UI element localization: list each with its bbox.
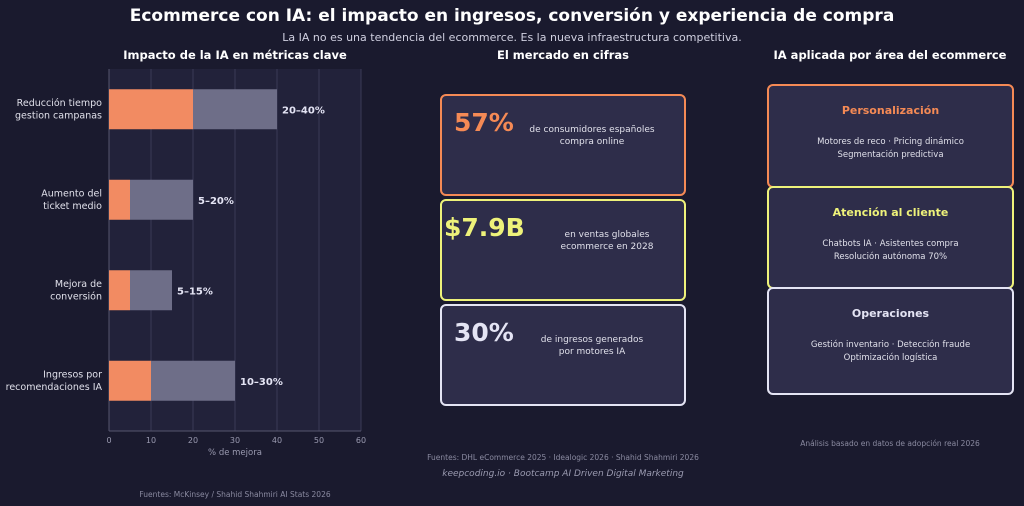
- stat-value: $7.9B: [444, 213, 525, 242]
- area-card: Personalización Motores de reco · Pricing…: [767, 84, 1014, 188]
- x-tick-label: 40: [272, 436, 282, 445]
- area-description: Motores de reco · Pricing dinámico Segme…: [817, 137, 964, 160]
- stat-card: 57% de consumidores españoles compra onli…: [440, 94, 686, 196]
- category-label: gestion campanas: [15, 111, 102, 122]
- area-title: Atención al cliente: [832, 206, 949, 219]
- stat-card: 30% de ingresos generados por motores IA: [440, 304, 686, 406]
- page-title: Ecommerce con IA: el impacto en ingresos…: [129, 6, 895, 26]
- stat-description: de consumidores españoles compra online: [529, 125, 655, 147]
- bar-segment: [109, 89, 193, 130]
- bar-segment: [130, 270, 172, 311]
- chart-footnote: Fuentes: McKinsey / Shahid Shahmiri AI S…: [139, 490, 331, 499]
- stat-card: $7.9B en ventas globales ecommerce en 202…: [440, 199, 686, 301]
- areas-footnote: Análisis basado en datos de adopción rea…: [800, 439, 980, 448]
- area-title: Personalización: [841, 104, 940, 117]
- category-label: recomendaciones IA: [6, 382, 103, 393]
- market-title: El mercado en cifras: [497, 48, 629, 62]
- x-tick-label: 0: [106, 436, 111, 445]
- market-footnote: Fuentes: DHL eCommerce 2025 · Idealogic …: [427, 453, 699, 462]
- stat-value: 30%: [454, 318, 514, 347]
- x-tick-label: 30: [230, 436, 240, 445]
- bar-chart: 0 10 20 30 40 50 60 % de mejora 20–40% Reducción …: [6, 69, 366, 458]
- category-label: Mejora de: [55, 279, 102, 290]
- area-card: Operaciones Gestión inventario · Detecció…: [767, 287, 1014, 395]
- bar-segment: [109, 360, 151, 401]
- category-label: Reducción tiempo: [17, 98, 103, 109]
- bar-segment: [151, 360, 235, 401]
- x-tick-label: 10: [146, 436, 156, 445]
- bar-segment: [130, 179, 193, 220]
- data-label: 5–20%: [198, 196, 234, 207]
- data-label: 10–30%: [240, 377, 283, 388]
- stat-description: de ingresos generados por motores IA: [540, 335, 644, 357]
- x-tick-label: 50: [314, 436, 324, 445]
- category-label: conversión: [50, 292, 102, 303]
- area-description: Chatbots IA · Asistentes compra Resoluci…: [822, 239, 959, 262]
- stat-value: 57%: [454, 108, 514, 137]
- bar-segment: [109, 179, 130, 220]
- x-tick-label: 60: [356, 436, 366, 445]
- chart-title: Impacto de la IA en métricas clave: [123, 48, 347, 62]
- category-label: ticket medio: [43, 201, 102, 212]
- stat-description: en ventas globales ecommerce en 2028: [560, 230, 654, 252]
- area-card: Atención al cliente Chatbots IA · Asisten…: [767, 186, 1014, 289]
- area-title: Operaciones: [851, 307, 930, 320]
- areas-title: IA aplicada por área del ecommerce: [773, 48, 1007, 62]
- data-label: 20–40%: [282, 105, 325, 116]
- x-axis-label: % de mejora: [208, 448, 262, 458]
- data-label: 5–15%: [177, 286, 213, 297]
- x-tick-label: 20: [188, 436, 198, 445]
- bar-segment: [193, 89, 277, 130]
- area-description: Gestión inventario · Detección fraude Op…: [810, 340, 971, 363]
- bar-segment: [109, 270, 130, 311]
- page-subtitle: La IA no es una tendencia del ecommerce.…: [282, 31, 742, 44]
- credit: keepcoding.io · Bootcamp AI Driven Digit…: [442, 469, 684, 479]
- category-label: Ingresos por: [43, 370, 102, 381]
- category-label: Aumento del: [41, 189, 102, 200]
